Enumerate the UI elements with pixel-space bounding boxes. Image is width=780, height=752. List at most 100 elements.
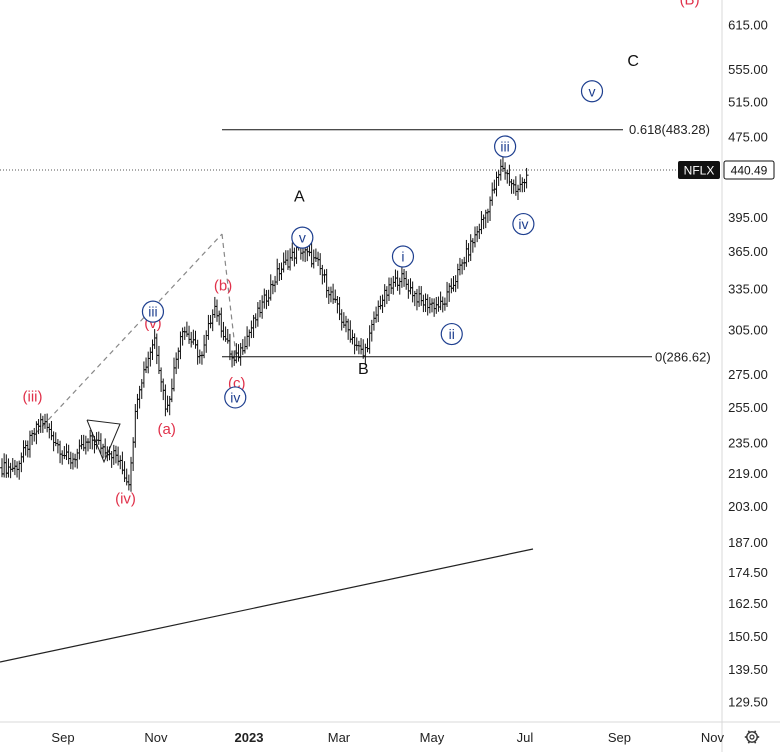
x-tick-label: Nov (144, 730, 168, 745)
ohlc-bar (430, 298, 434, 313)
gear-tooth (747, 730, 751, 733)
ohlc-bar (481, 214, 486, 230)
ohlc-bar (335, 295, 340, 314)
ohlc-bar (423, 293, 428, 313)
ohlc-bar (496, 170, 501, 186)
ohlc-bar (292, 247, 297, 267)
y-tick-label: 395.00 (728, 210, 768, 225)
ohlc-bar (511, 179, 516, 194)
ohlc-bar (520, 177, 525, 193)
ohlc-bar (240, 339, 245, 355)
ohlc-bar (354, 337, 359, 351)
ohlc-bar (60, 450, 65, 465)
wave-circle (440, 322, 463, 346)
wave-label-text: iv (518, 216, 528, 232)
wave-label-text: C (627, 53, 639, 70)
ohlc-bar (30, 430, 35, 446)
ohlc-bar (32, 427, 37, 442)
y-tick-label: 187.00 (728, 535, 768, 550)
x-tick-label: 2023 (235, 730, 264, 745)
ohlc-bar (352, 333, 357, 355)
ohlc-bar (470, 238, 475, 253)
ohlc-bar (70, 452, 75, 470)
ohlc-bar (311, 249, 316, 269)
ohlc-bar (264, 289, 269, 310)
ohlc-bar (455, 263, 460, 289)
wave-label-circled: iii (494, 135, 517, 158)
ohlc-bar (402, 268, 407, 287)
y-tick-label: 129.50 (728, 695, 768, 710)
ohlc-bar (408, 278, 413, 295)
ohlc-bar (23, 440, 28, 456)
ohlc-bar (109, 450, 114, 468)
ohlc-bar (122, 461, 127, 483)
ohlc-bar (0, 458, 4, 478)
ohlc-bar (202, 334, 207, 359)
ohlc-bar (58, 440, 63, 464)
price-badge: NFLX 440.49 (678, 160, 775, 180)
ohlc-bar (79, 434, 84, 450)
ohlc-bar (144, 357, 149, 374)
x-tick-label: Sep (51, 730, 74, 745)
ohlc-bar (503, 162, 508, 180)
ohlc-bar (10, 458, 15, 472)
ohlc-bar (156, 345, 161, 375)
ohlc-bar (73, 453, 78, 468)
ohlc-bar (288, 248, 293, 271)
long-trend-line (0, 548, 534, 663)
ohlc-bar (378, 295, 383, 310)
ohlc-bar (516, 184, 520, 201)
ohlc-bar (245, 326, 250, 350)
ohlc-bar (275, 258, 280, 285)
wave-circle (391, 245, 415, 268)
ohlc-bar (318, 253, 323, 276)
ohlc-bar (105, 446, 110, 462)
wave-label-text: B (358, 361, 369, 378)
ohlc-bar (466, 243, 471, 263)
x-tick-label: Nov (701, 730, 725, 745)
ohlc-bar (399, 266, 404, 288)
dashed-channel-line-down (221, 233, 237, 357)
ohlc-bar (206, 314, 211, 340)
ohlc-bar (490, 182, 495, 206)
wave-circle (580, 80, 604, 103)
ohlc-bar (305, 246, 310, 262)
wave-label-circled: iv (512, 212, 535, 236)
ohlc-bar (141, 361, 146, 388)
ohlc-bar (215, 299, 219, 322)
ohlc-bar (365, 338, 370, 353)
wave-label-text: (iii) (23, 388, 43, 405)
ohlc-bar (404, 270, 409, 290)
symbol-badge-bg (678, 161, 720, 180)
ohlc-bar (518, 174, 523, 193)
ohlc-bar (344, 315, 348, 333)
x-tick-label: May (420, 730, 445, 745)
y-tick-label: 219.00 (728, 466, 768, 481)
ohlc-bar (113, 445, 118, 464)
ohlc-bar (225, 328, 230, 344)
ohlc-bar (425, 294, 430, 316)
ohlc-bar (180, 327, 185, 346)
ohlc-bar (49, 420, 54, 441)
ohlc-bar (90, 432, 95, 450)
ohlc-bar (397, 277, 402, 295)
ohlc-bar (129, 456, 133, 492)
settings-gear-icon[interactable] (744, 730, 760, 744)
gear-ring (746, 731, 758, 743)
ohlc-bar (421, 294, 426, 313)
wave-circle (494, 135, 517, 158)
ohlc-bar (507, 164, 512, 186)
wave-label-text: (b) (214, 278, 232, 295)
ohlc-bar (339, 309, 344, 331)
wave-label-text: ii (449, 326, 455, 342)
wave-label-text: (a) (157, 421, 175, 438)
ohlc-bar (238, 342, 243, 366)
ohlc-bar (249, 320, 254, 339)
ohlc-bar (187, 325, 192, 344)
ohlc-bar (324, 268, 329, 298)
wave-label-circled: v (291, 226, 314, 249)
ohlc-bar (172, 357, 176, 392)
ohlc-bar (165, 395, 170, 413)
y-axis: 615.00 555.00 515.00 475.00 395.00 365.00 335.… (728, 18, 768, 710)
